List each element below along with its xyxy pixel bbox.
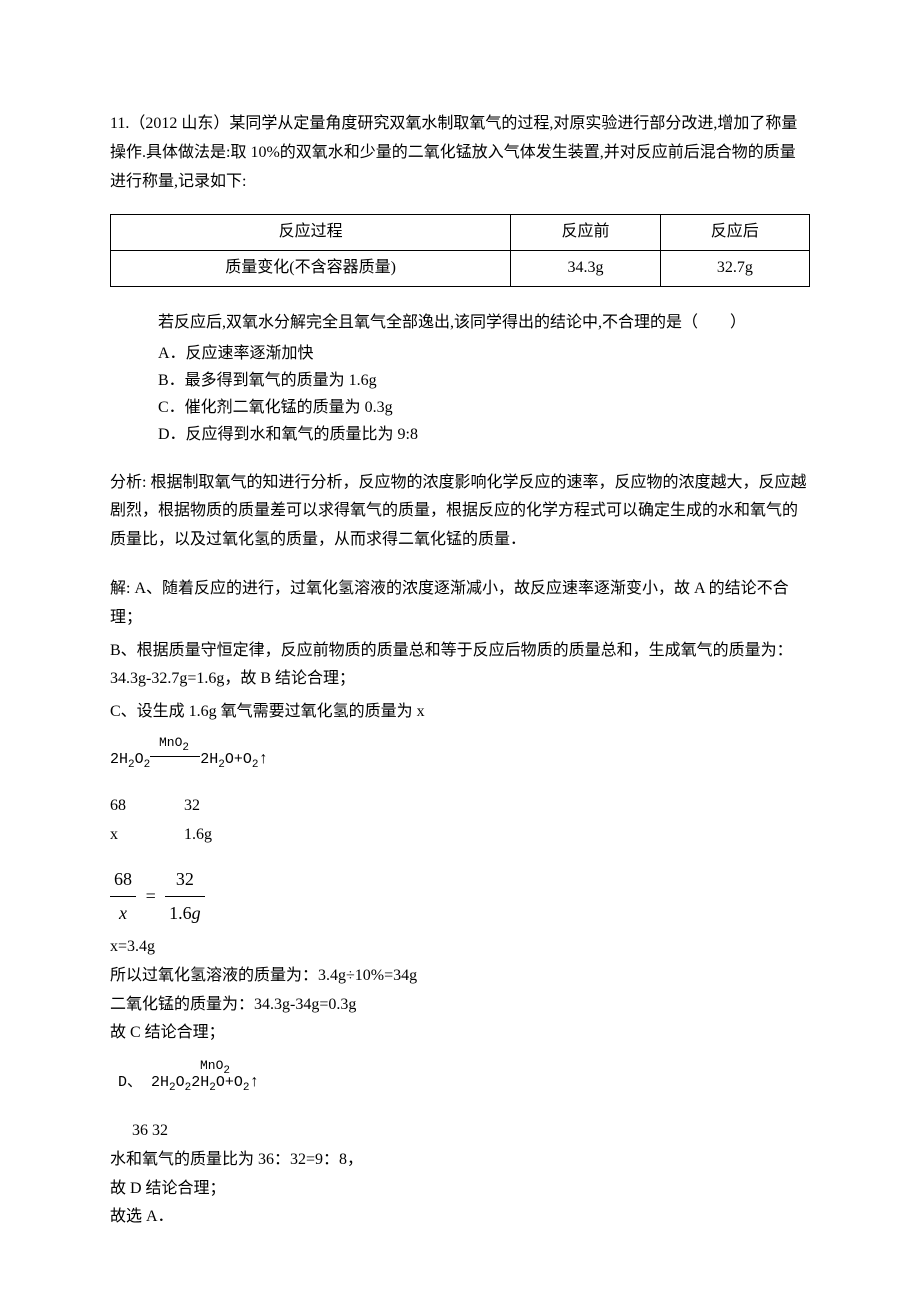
catalyst-label: MnO2: [159, 731, 189, 755]
d-line-1: 水和氧气的质量比为 36：32=9：8，: [110, 1146, 810, 1175]
th-before: 反应前: [511, 215, 660, 251]
ratio-x: x: [110, 821, 180, 850]
options-block: A．反应速率逐渐加快 B．最多得到氧气的质量为 1.6g C．催化剂二氧化锰的质…: [110, 340, 810, 449]
option-d: D．反应得到水和氧气的质量比为 9:8: [158, 421, 810, 448]
d-line-2: 故 D 结论合理；: [110, 1175, 810, 1204]
th-after: 反应后: [660, 215, 809, 251]
ratio-32: 32: [184, 792, 254, 821]
fraction-right: 32 1.6g: [165, 863, 205, 929]
c-calc-3: 二氧化锰的质量为：34.3g-34g=0.3g: [110, 991, 810, 1020]
equals-sign: =: [141, 880, 161, 912]
catalyst-label-2: MnO2: [200, 1054, 230, 1078]
solution-c-intro: C、设生成 1.6g 氧气需要过氧化氢的质量为 x: [110, 698, 810, 727]
table-header-row: 反应过程 反应前 反应后: [111, 215, 810, 251]
conclusion-prompt: 若反应后,双氧水分解完全且氧气全部逸出,该同学得出的结论中,不合理的是（ ）: [110, 309, 810, 338]
d-ratio-label: 36 32: [110, 1117, 810, 1146]
data-table: 反应过程 反应前 反应后 质量变化(不含容器质量) 34.3g 32.7g: [110, 214, 810, 287]
c-calc-2: 所以过氧化氢溶液的质量为：3.4g÷10%=34g: [110, 962, 810, 991]
td-after: 32.7g: [660, 251, 809, 287]
solution-a: 解: A、随着反应的进行，过氧化氢溶液的浓度逐渐减小，故反应速率逐渐变小，故 A…: [110, 575, 810, 633]
option-a: A．反应速率逐渐加快: [158, 340, 810, 367]
solution-b: B、根据质量守恒定律，反应前物质的质量总和等于反应后物质的质量总和，生成氧气的质…: [110, 637, 810, 695]
chemical-equation-2: MnO2 D、 2H2O22H2O+O2↑: [110, 1068, 810, 1097]
ratio-68: 68: [110, 792, 180, 821]
option-c: C．催化剂二氧化锰的质量为 0.3g: [158, 394, 810, 421]
proportion-equation: 68 x = 32 1.6g: [110, 863, 810, 929]
stoichiometry-ratio: 68 32 x 1.6g: [110, 792, 810, 850]
th-process: 反应过程: [111, 215, 511, 251]
d-line-3: 故选 A．: [110, 1203, 810, 1232]
ratio-1.6g: 1.6g: [184, 821, 254, 850]
td-label: 质量变化(不含容器质量): [111, 251, 511, 287]
chemical-equation-1: MnO2 2H2O22H2O+O2↑: [110, 745, 810, 774]
analysis-text: 分析: 根据制取氧气的知进行分析，反应物的浓度影响化学反应的速率，反应物的浓度越…: [110, 469, 810, 555]
table-data-row: 质量变化(不含容器质量) 34.3g 32.7g: [111, 251, 810, 287]
question-intro: 11.（2012 山东）某同学从定量角度研究双氧水制取氧气的过程,对原实验进行部…: [110, 110, 810, 196]
c-calc-4: 故 C 结论合理；: [110, 1019, 810, 1048]
c-calc-1: x=3.4g: [110, 933, 810, 962]
option-b: B．最多得到氧气的质量为 1.6g: [158, 367, 810, 394]
td-before: 34.3g: [511, 251, 660, 287]
fraction-left: 68 x: [110, 863, 136, 929]
